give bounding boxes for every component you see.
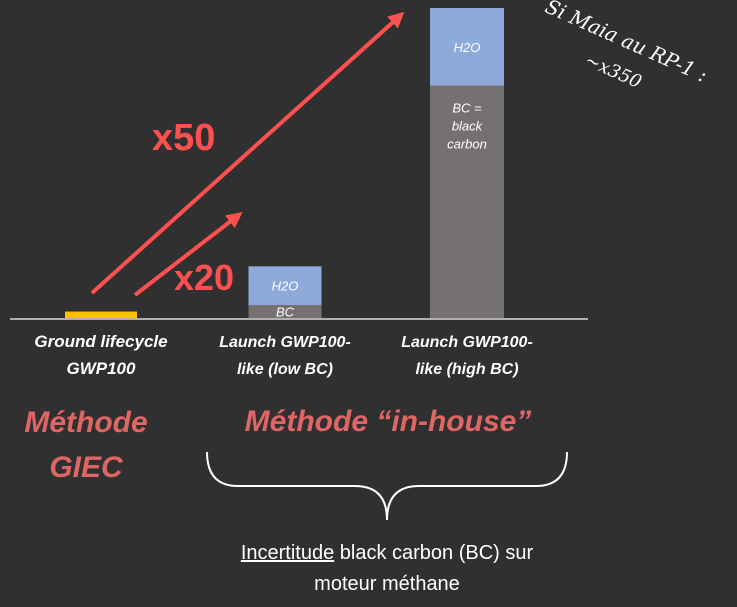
category-label-1-line-2: GWP100 [67,359,137,378]
category-label-2-line-1: Launch GWP100- [219,334,351,351]
bar-2-h2o-segment [248,266,322,306]
method-giec-line1: Méthode [24,406,147,439]
x20-arrow [133,212,243,297]
category-label-1-line-1: Ground lifecycle [34,332,167,351]
bar-chart: BC H2O BC = black carbon H2O [65,8,504,320]
category-label-2-line-2: like (low BC) [237,361,333,378]
bar-1-ground-segment [65,311,137,318]
uncertainty-word: Incertitude [241,542,334,564]
method-giec-line2: GIEC [49,451,124,484]
bar-3-h2o-label: H2O [454,40,481,55]
bar-3-bc-label: black [452,119,484,134]
bar-3-bc-label: carbon [447,137,487,152]
bar-3-h2o-segment [430,8,504,86]
bar-2-h2o-label: H2O [272,279,299,294]
category-label-3-line-2: like (high BC) [415,361,518,378]
curly-brace [206,451,568,521]
uncertainty-note-line1: Incertitude black carbon (BC) sur [241,542,534,564]
category-label-3-line-1: Launch GWP100- [401,334,533,351]
category-labels: Ground lifecycle GWP100 Launch GWP100- like… [34,332,532,378]
bar-2-bc-label: BC [276,305,295,320]
uncertainty-note-line2: moteur méthane [314,573,460,595]
uncertainty-note-rest: black carbon (BC) sur [334,542,533,564]
bar-2-bc-segment [248,305,322,318]
x20-multiplier-label: x20 [174,257,234,298]
x50-arrow [90,11,405,295]
x50-multiplier-label: x50 [152,117,215,159]
bar-3-bc-label: BC = [452,101,482,116]
method-inhouse: Méthode “in-house” [245,405,532,438]
bar-3-bc-segment [430,85,504,318]
